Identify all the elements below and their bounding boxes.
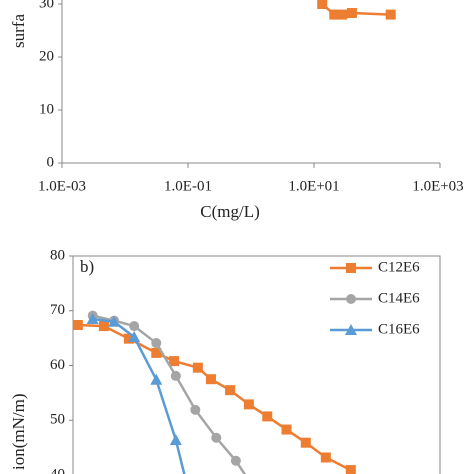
marker	[243, 399, 254, 410]
series-line	[92, 317, 186, 474]
marker	[190, 404, 201, 415]
y-tick-label: 0	[47, 154, 55, 170]
marker	[86, 312, 99, 324]
legend-marker	[345, 324, 357, 335]
marker	[98, 321, 109, 332]
y-tick-label: 50	[50, 412, 65, 428]
legend-marker	[346, 294, 356, 304]
marker	[169, 433, 182, 445]
legend-label: C14E6	[378, 290, 420, 306]
marker	[230, 455, 241, 466]
marker	[225, 385, 236, 396]
plot-frame	[72, 255, 441, 474]
marker	[150, 373, 163, 385]
marker	[169, 356, 180, 367]
marker	[129, 321, 140, 332]
marker	[385, 9, 396, 20]
marker	[300, 437, 311, 448]
marker	[337, 9, 348, 20]
x-tick-label: 1.0E-03	[38, 178, 86, 194]
y-tick-label: 10	[39, 101, 54, 117]
legend-label: C12E6	[378, 259, 420, 275]
x-tick-label: 1.0E+01	[288, 178, 339, 194]
marker	[345, 465, 356, 474]
series-line	[77, 323, 352, 472]
y-tick-label: 70	[50, 302, 65, 318]
marker	[151, 347, 162, 358]
marker	[329, 9, 340, 20]
marker	[123, 333, 134, 344]
panel-label: b)	[80, 257, 94, 276]
marker	[320, 452, 331, 463]
x-axis-label: C(mg/L)	[200, 202, 260, 221]
y-tick-label: 40	[50, 466, 65, 474]
marker	[281, 424, 292, 435]
x-tick-label: 1.0E+03	[412, 178, 463, 194]
y-tick-label: 30	[39, 0, 54, 11]
marker	[262, 411, 273, 422]
marker	[205, 374, 216, 385]
marker	[317, 0, 328, 9]
marker	[211, 432, 222, 443]
y-axis-label: ion(mN/m)	[9, 394, 28, 471]
y-tick-label: 60	[50, 357, 65, 373]
legend-label: C16E6	[378, 321, 420, 337]
marker	[108, 315, 121, 327]
marker	[346, 8, 357, 19]
marker	[170, 370, 181, 381]
marker	[192, 362, 203, 373]
marker	[72, 319, 83, 330]
y-tick-label: 80	[50, 247, 65, 263]
marker	[128, 331, 141, 343]
y-axis-label: surfa	[9, 14, 28, 48]
legend-marker	[346, 263, 356, 273]
marker	[151, 338, 162, 349]
y-tick-label: 20	[39, 48, 54, 64]
x-tick-label: 1.0E-01	[164, 178, 212, 194]
